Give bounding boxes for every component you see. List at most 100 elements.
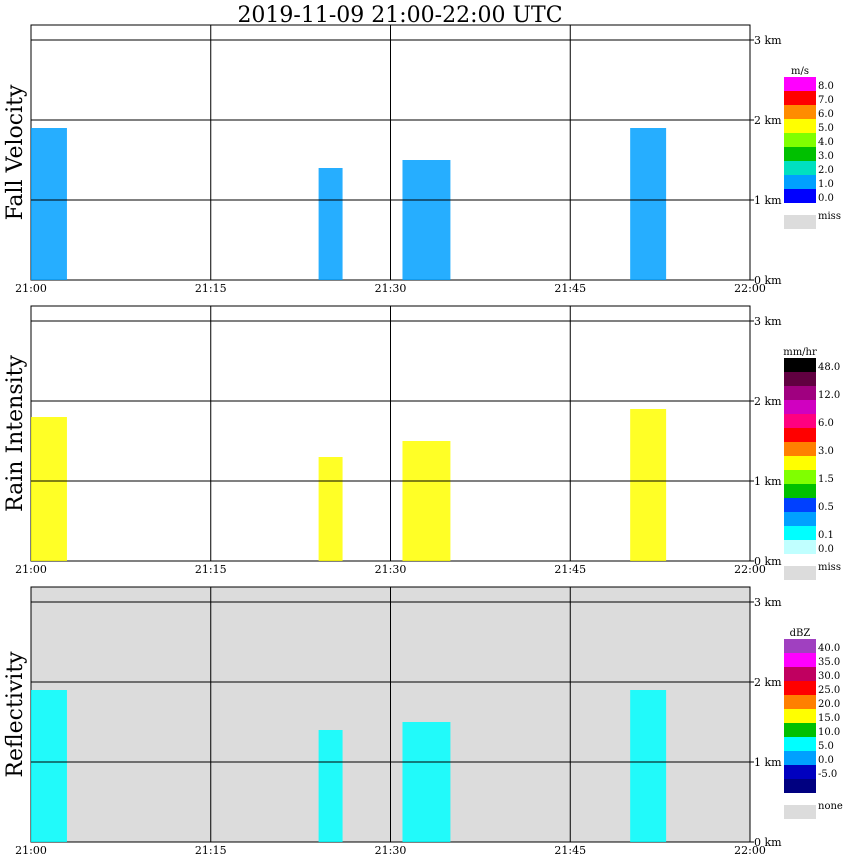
colorbar-label: 10.0 bbox=[818, 727, 840, 738]
y-tick-label: 1 km bbox=[754, 194, 782, 207]
colorbar-label: 15.0 bbox=[818, 713, 840, 724]
colorbar-swatch bbox=[784, 456, 816, 470]
colorbar-swatch bbox=[784, 428, 816, 442]
colorbar-swatch bbox=[784, 751, 816, 765]
panel-3: 21:00 21:15 21:30 21:45 22:000 km 1 km 2 km 3 k… bbox=[3, 586, 843, 857]
colorbar-label: 1.5 bbox=[818, 474, 834, 485]
colorbar-unit: mm/hr bbox=[783, 347, 817, 358]
colorbar-unit: dBZ bbox=[790, 628, 811, 639]
x-tick-label: 21:30 bbox=[375, 282, 407, 295]
colorbar-swatch bbox=[784, 681, 816, 695]
x-tick-label: 21:15 bbox=[195, 282, 227, 295]
colorbar-swatch bbox=[784, 709, 816, 723]
colorbar-label: 12.0 bbox=[818, 390, 840, 401]
colorbar-label: 6.0 bbox=[818, 109, 834, 120]
echo-region bbox=[31, 417, 67, 561]
colorbar-label: 30.0 bbox=[818, 671, 840, 682]
echo-region bbox=[630, 128, 667, 280]
echo-region bbox=[402, 160, 451, 280]
x-tick-label: 22:00 bbox=[734, 844, 766, 857]
colorbar-swatch bbox=[784, 372, 816, 386]
colorbar-swatch bbox=[784, 470, 816, 484]
colorbar-label: 7.0 bbox=[818, 95, 834, 106]
y-axis-title: Fall Velocity bbox=[3, 84, 28, 220]
colorbar-label: -5.0 bbox=[818, 769, 837, 780]
colorbar-swatch bbox=[784, 779, 816, 793]
colorbar-swatch bbox=[784, 91, 816, 105]
x-tick-label: 22:00 bbox=[734, 563, 766, 576]
colorbar-swatch bbox=[784, 400, 816, 414]
colorbar-swatch bbox=[784, 386, 816, 400]
colorbar-swatch bbox=[784, 737, 816, 751]
echo-region bbox=[31, 128, 67, 280]
y-tick-label: 0 km bbox=[754, 836, 782, 849]
y-tick-label: 0 km bbox=[754, 274, 782, 287]
colorbar-swatch bbox=[784, 442, 816, 456]
x-tick-label: 21:30 bbox=[375, 844, 407, 857]
colorbar-label: 20.0 bbox=[818, 699, 840, 710]
colorbar-swatch bbox=[784, 765, 816, 779]
colorbar-swatch bbox=[784, 105, 816, 119]
missing-label: miss bbox=[818, 211, 841, 222]
colorbar-swatch bbox=[784, 119, 816, 133]
colorbar-label: 1.0 bbox=[818, 179, 834, 190]
y-tick-label: 3 km bbox=[754, 596, 782, 609]
echo-region bbox=[630, 690, 667, 842]
x-tick-label: 21:45 bbox=[554, 563, 586, 576]
missing-swatch bbox=[784, 215, 816, 229]
colorbar-label: 40.0 bbox=[818, 643, 840, 654]
colorbar-swatch bbox=[784, 175, 816, 189]
colorbar-label: 35.0 bbox=[818, 657, 840, 668]
colorbar-label: 5.0 bbox=[818, 741, 834, 752]
y-tick-label: 2 km bbox=[754, 395, 782, 408]
colorbar-label: 5.0 bbox=[818, 123, 834, 134]
figure-title: 2019-11-09 21:00-22:00 UTC bbox=[237, 3, 562, 28]
x-tick-label: 22:00 bbox=[734, 282, 766, 295]
colorbar-label: 2.0 bbox=[818, 165, 834, 176]
colorbar-swatch bbox=[784, 512, 816, 526]
echo-region bbox=[318, 730, 343, 842]
colorbar-label: 0.0 bbox=[818, 193, 834, 204]
echo-region bbox=[402, 441, 451, 561]
missing-label: none bbox=[818, 801, 843, 812]
colorbar-swatch bbox=[784, 358, 816, 372]
echo-region bbox=[318, 168, 343, 280]
colorbar-swatch bbox=[784, 484, 816, 498]
y-tick-label: 1 km bbox=[754, 475, 782, 488]
colorbar-swatch bbox=[784, 653, 816, 667]
missing-swatch bbox=[784, 566, 816, 580]
panel-1: 21:00 21:15 21:30 21:45 22:000 km 1 km 2 km 3 k… bbox=[3, 24, 841, 295]
y-tick-label: 0 km bbox=[754, 555, 782, 568]
colorbar-swatch bbox=[784, 639, 816, 653]
colorbar-label: 6.0 bbox=[818, 418, 834, 429]
colorbar-label: 0.1 bbox=[818, 530, 834, 541]
colorbar-label: 25.0 bbox=[818, 685, 840, 696]
colorbar-swatch bbox=[784, 147, 816, 161]
colorbar-unit: m/s bbox=[791, 66, 809, 77]
x-tick-label: 21:00 bbox=[15, 282, 47, 295]
missing-label: miss bbox=[818, 562, 841, 573]
y-tick-label: 3 km bbox=[754, 315, 782, 328]
colorbar-label: 48.0 bbox=[818, 362, 840, 373]
echo-region bbox=[318, 457, 343, 561]
colorbar-swatch bbox=[784, 189, 816, 203]
x-tick-label: 21:00 bbox=[15, 563, 47, 576]
colorbar-swatch bbox=[784, 498, 816, 512]
missing-swatch bbox=[784, 805, 816, 819]
colorbar-swatch bbox=[784, 133, 816, 147]
colorbar-swatch bbox=[784, 695, 816, 709]
colorbar-label: 0.0 bbox=[818, 544, 834, 555]
y-tick-label: 2 km bbox=[754, 676, 782, 689]
echo-region bbox=[31, 690, 67, 842]
colorbar-swatch bbox=[784, 540, 816, 554]
y-axis-title: Reflectivity bbox=[3, 651, 28, 778]
x-tick-label: 21:00 bbox=[15, 844, 47, 857]
x-tick-label: 21:15 bbox=[195, 563, 227, 576]
colorbar-label: 3.0 bbox=[818, 151, 834, 162]
colorbar-swatch bbox=[784, 161, 816, 175]
colorbar-swatch bbox=[784, 414, 816, 428]
echo-region bbox=[402, 722, 451, 842]
y-tick-label: 2 km bbox=[754, 114, 782, 127]
x-tick-label: 21:15 bbox=[195, 844, 227, 857]
y-axis-title: Rain Intensity bbox=[3, 354, 28, 511]
